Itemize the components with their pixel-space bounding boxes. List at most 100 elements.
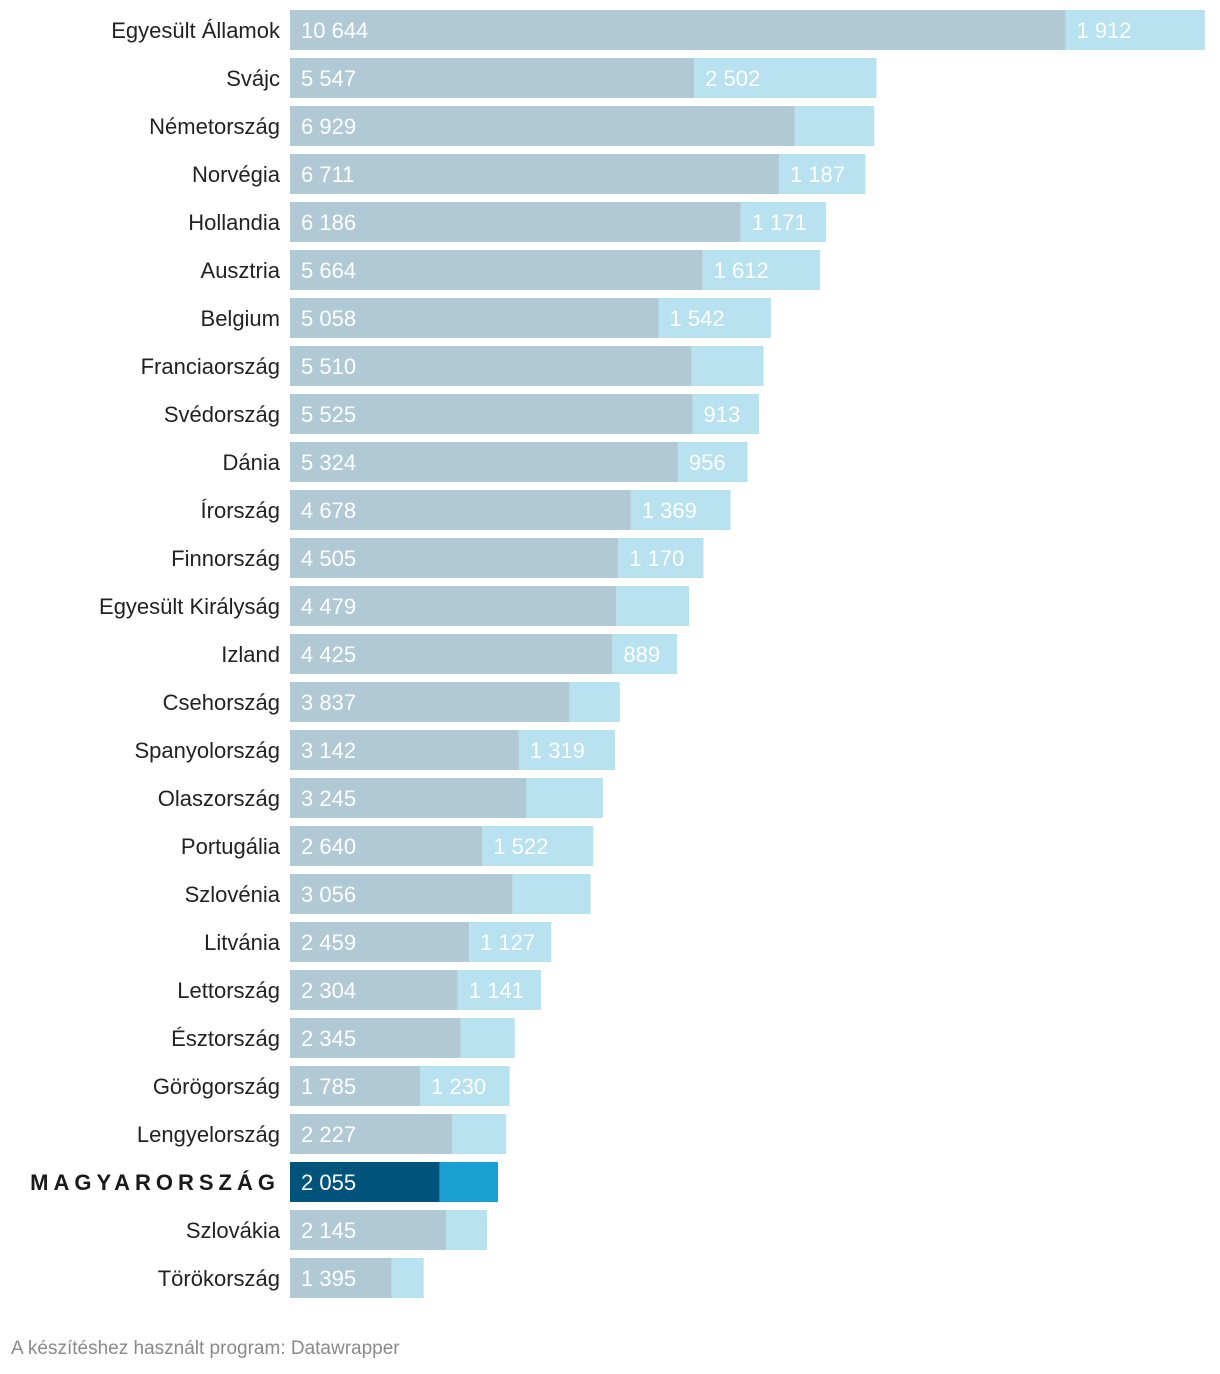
bar-row-spanyolorszag: Spanyolország 3 142 1 319	[134, 730, 616, 770]
value-label: 3 056	[301, 882, 356, 907]
bar-segment-1	[290, 778, 527, 818]
value-label: 2 459	[301, 930, 356, 955]
bar-segment-1	[290, 154, 779, 194]
bar-segment-2	[794, 106, 875, 146]
bar-segment-1	[290, 586, 617, 626]
bar-segment-2	[420, 1066, 510, 1106]
value-label: 10 644	[301, 18, 368, 43]
bar-segment-2	[460, 1018, 515, 1058]
category-label: Svédország	[164, 402, 280, 427]
bar-row-gorogorszag: Görögország 1 785 1 230	[153, 1066, 510, 1106]
bar-segment-2	[452, 1114, 507, 1154]
category-label: Finnország	[171, 546, 280, 571]
bar-segment-1	[290, 1210, 447, 1250]
value-label: 956	[689, 450, 726, 475]
bar-segment-2	[630, 490, 731, 530]
bar-segment-1	[290, 634, 613, 674]
value-label: 2 502	[705, 66, 760, 91]
bar-row-izland: Izland 4 425 889	[221, 634, 678, 674]
bar-row-szlovenia: Szlovénia 3 056	[185, 874, 591, 914]
value-label: 6 186	[301, 210, 356, 235]
value-label: 2 145	[301, 1218, 356, 1243]
category-label: Svájc	[226, 66, 280, 91]
bar-segment-2	[526, 778, 603, 818]
value-label: 1 395	[301, 1266, 356, 1291]
bar-segment-2	[457, 970, 541, 1010]
bar-row-svajc: Svájc 5 547 2 502	[226, 58, 877, 98]
value-label: 1 230	[431, 1074, 486, 1099]
category-label: Szlovákia	[186, 1218, 281, 1243]
category-label: Észtország	[171, 1026, 280, 1051]
bar-segment-1	[290, 1114, 453, 1154]
bar-row-franciaorszag: Franciaország 5 510	[141, 346, 764, 386]
bar-segment-1	[290, 1162, 440, 1202]
category-label: Görögország	[153, 1074, 280, 1099]
bar-segment-1	[290, 682, 570, 722]
bar-segment-2	[616, 586, 690, 626]
value-label: 2 055	[301, 1170, 356, 1195]
value-label: 1 785	[301, 1074, 356, 1099]
bar-segment-1	[290, 922, 470, 962]
bar-segment-2	[702, 250, 821, 290]
value-label: 1 141	[469, 978, 524, 1003]
bar-segment-2	[618, 538, 704, 578]
bar-segment-2	[512, 874, 591, 914]
category-label: Csehország	[163, 690, 280, 715]
value-label: 2 304	[301, 978, 356, 1003]
bar-segment-1	[290, 970, 458, 1010]
footer-credit: A készítéshez használt program: Datawrap…	[11, 1338, 400, 1359]
category-label: Franciaország	[141, 354, 280, 379]
value-label: 913	[704, 402, 741, 427]
value-label: 1 912	[1076, 18, 1131, 43]
bar-row-svedorszag: Svédország 5 525 913	[164, 394, 760, 434]
bar-segment-1	[290, 730, 519, 770]
bar-segment-1	[290, 58, 695, 98]
bar-segment-2	[740, 202, 827, 242]
value-label: 5 664	[301, 258, 356, 283]
bar-row-finnorszag: Finnország 4 505 1 170	[171, 538, 704, 578]
category-label: Olaszország	[158, 786, 280, 811]
value-label: 4 678	[301, 498, 356, 523]
category-label: Hollandia	[188, 210, 280, 235]
bar-segment-2	[658, 298, 771, 338]
category-label: Belgium	[201, 306, 280, 331]
category-label: Spanyolország	[134, 738, 280, 763]
category-label: Egyesült Államok	[111, 18, 281, 43]
bar-segment-2	[778, 154, 866, 194]
value-label: 1 612	[714, 258, 769, 283]
value-label: 1 522	[493, 834, 548, 859]
value-label: 4 479	[301, 594, 356, 619]
category-label: Norvégia	[192, 162, 281, 187]
bar-row-lettorszag: Lettország 2 304 1 141	[177, 970, 541, 1010]
category-label: Németország	[149, 114, 280, 139]
bar-segment-1	[290, 538, 619, 578]
bar-row-szlovakia: Szlovákia 2 145	[186, 1210, 488, 1250]
value-label: 5 324	[301, 450, 356, 475]
bar-row-esztorszag: Észtország 2 345	[171, 1018, 515, 1058]
bar-segment-2	[691, 346, 764, 386]
category-label: Szlovénia	[185, 882, 281, 907]
bar-segment-2	[482, 826, 594, 866]
category-label: Ausztria	[201, 258, 281, 283]
value-label: 3 245	[301, 786, 356, 811]
value-label: 5 547	[301, 66, 356, 91]
bar-segment-2	[569, 682, 620, 722]
value-label: 6 711	[301, 162, 354, 187]
value-label: 2 345	[301, 1026, 356, 1051]
value-label: 4 505	[301, 546, 356, 571]
bar-segment-1	[290, 1018, 461, 1058]
bar-row-portugalia: Portugália 2 640 1 522	[181, 826, 594, 866]
bar-row-csehorszag: Csehország 3 837	[163, 682, 620, 722]
bar-segment-1	[290, 298, 659, 338]
bar-row-ausztria: Ausztria 5 664 1 612	[201, 250, 821, 290]
category-label: Izland	[221, 642, 280, 667]
bar-row-lengyelorszag: Lengyelország 2 227	[137, 1114, 507, 1154]
bar-segment-1	[290, 202, 741, 242]
bar-row-irorszag: Írország 4 678 1 369	[201, 490, 731, 530]
bar-row-egyesult-kiralysag: Egyesült Királyság 4 479	[99, 586, 690, 626]
bar-segment-1	[290, 874, 513, 914]
bar-segment-2	[446, 1210, 488, 1250]
bar-segment-1	[290, 826, 483, 866]
bar-row-olaszorszag: Olaszország 3 245	[158, 778, 603, 818]
bar-row-hollandia: Hollandia 6 186 1 171	[188, 202, 827, 242]
